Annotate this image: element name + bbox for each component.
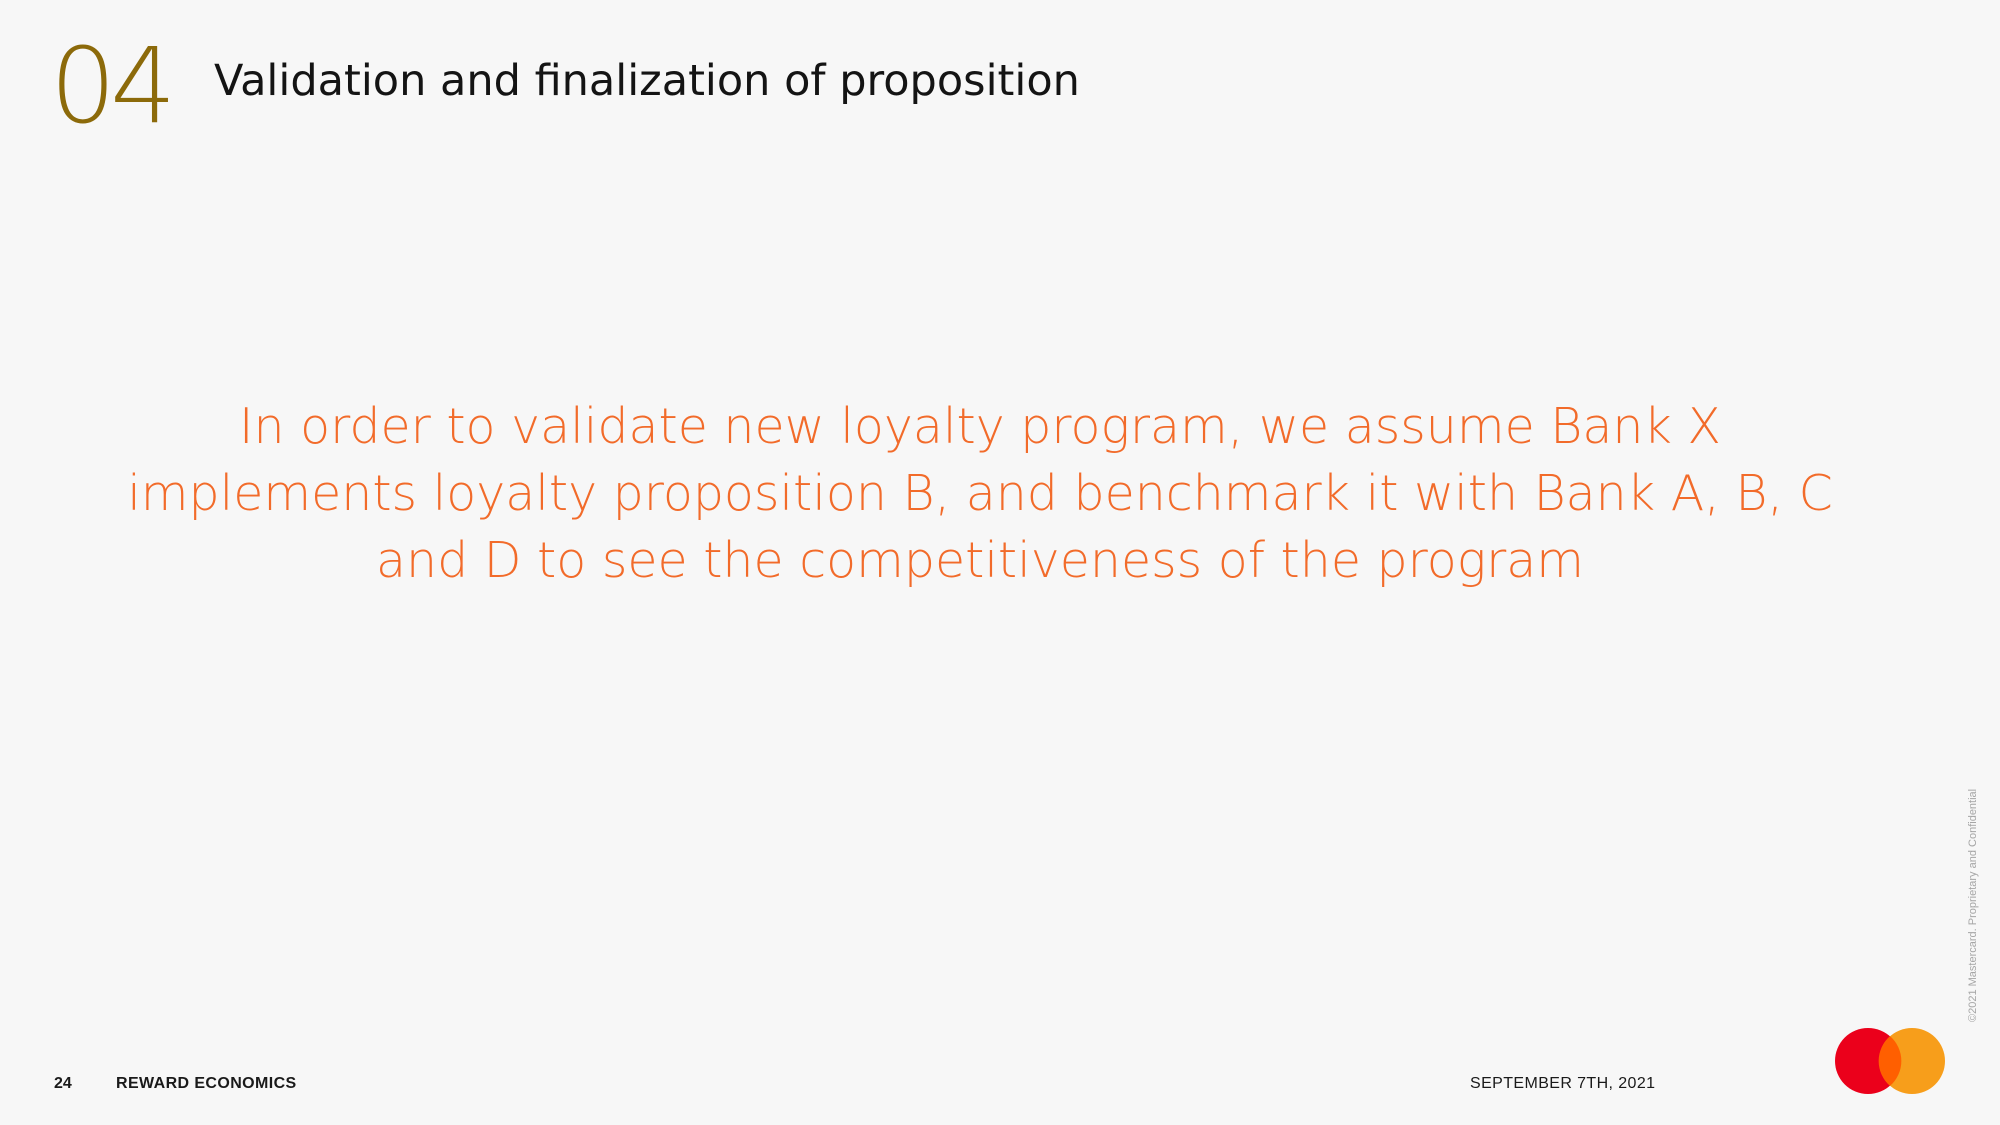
section-number: 04 bbox=[50, 25, 176, 147]
mastercard-logo bbox=[1834, 1026, 1946, 1096]
copyright-note: ©2021 Mastercard. Proprietary and Confid… bbox=[1967, 788, 1979, 1022]
footer-section-label: REWARD ECONOMICS bbox=[116, 1075, 297, 1092]
footer-page-number: 24 bbox=[54, 1075, 72, 1092]
logo-overlap bbox=[1878, 1036, 1902, 1086]
footer-date: SEPTEMBER 7TH, 2021 bbox=[1470, 1075, 1656, 1092]
mastercard-logo-icon bbox=[1835, 1028, 1945, 1094]
page-title: Validation and finalization of propositi… bbox=[214, 56, 1080, 106]
statement-text: In order to validate new loyalty program… bbox=[127, 398, 1833, 589]
